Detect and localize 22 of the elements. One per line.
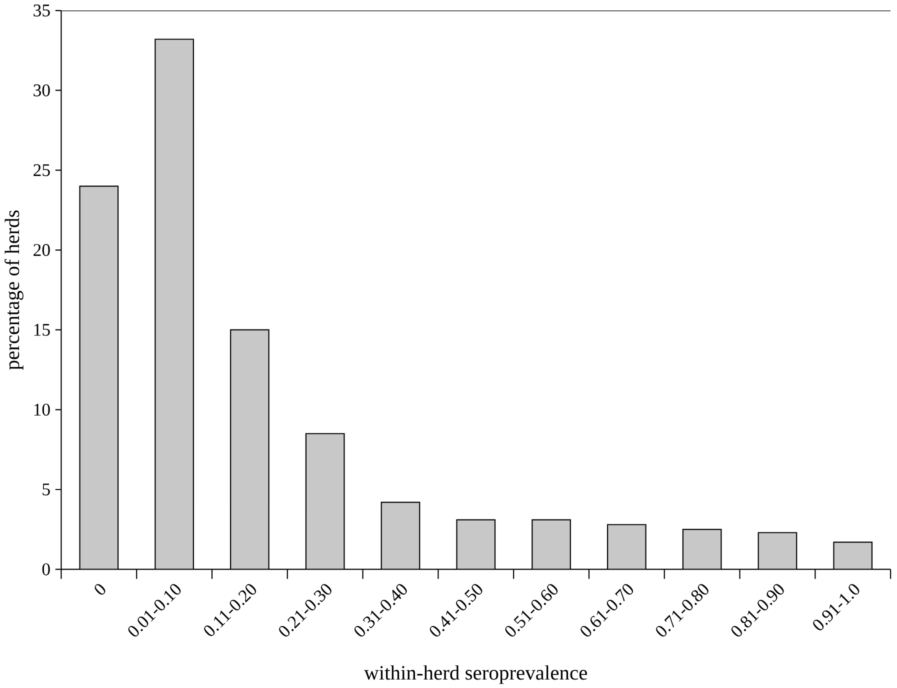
x-tick-label: 0: [94, 584, 106, 594]
bar: [381, 502, 420, 570]
bar: [682, 529, 722, 570]
y-tick-label: 5: [42, 483, 50, 496]
y-tick-label: 15: [34, 324, 50, 336]
x-axis-title: within-herd seroprevalence: [364, 665, 588, 684]
bar: [456, 520, 496, 570]
y-tick-label: 30: [34, 84, 50, 96]
bar: [758, 532, 797, 570]
y-tick-label: 35: [34, 4, 50, 16]
bar: [532, 520, 570, 570]
bar: [155, 39, 194, 570]
y-tick-label: 25: [34, 164, 50, 176]
bar: [306, 433, 344, 570]
bar: [833, 541, 873, 570]
y-tick-label: 10: [34, 403, 50, 416]
bar: [80, 186, 118, 570]
y-tick-label: 0: [42, 563, 50, 576]
y-axis-title: percentage of herds: [4, 210, 24, 370]
bar: [608, 524, 646, 570]
y-tick-label: 20: [34, 244, 50, 256]
bar: [230, 330, 269, 570]
